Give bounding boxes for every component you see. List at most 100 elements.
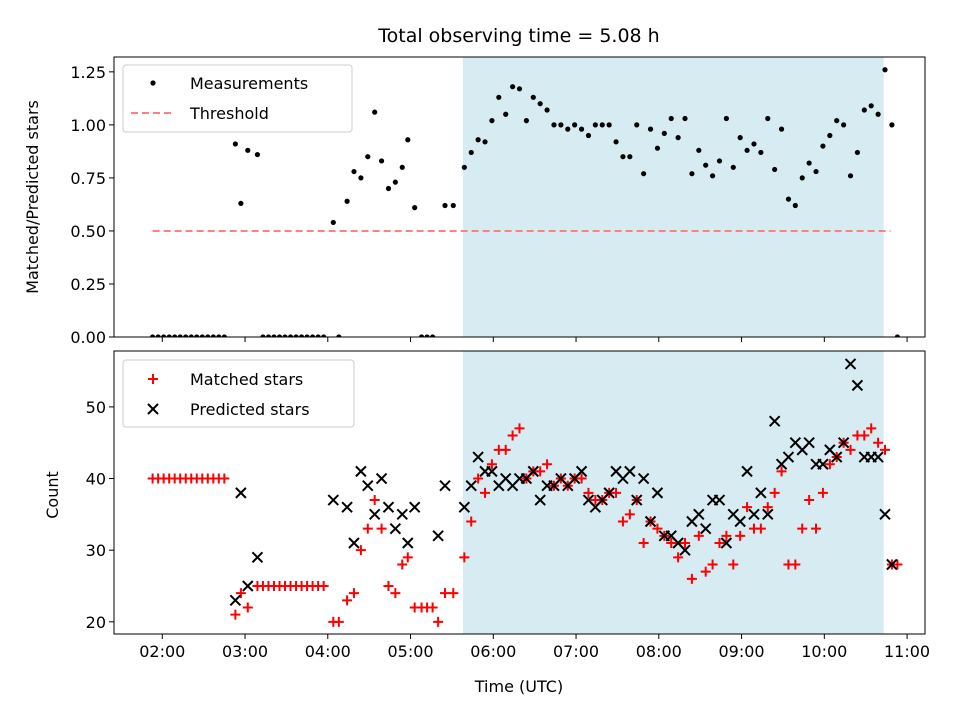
predicted-point	[624, 465, 636, 478]
matched-point	[219, 473, 230, 484]
measurement-point	[442, 202, 448, 209]
measurement-point	[265, 334, 272, 337]
matched-point	[700, 566, 711, 577]
measurement-point	[544, 107, 550, 113]
measurement-point	[461, 164, 467, 170]
measurement-point	[827, 132, 833, 139]
predicted-point	[713, 494, 726, 506]
matched-point	[804, 495, 815, 506]
measurement-point	[510, 84, 516, 90]
measurement-point	[232, 141, 238, 147]
legend-matched-marker	[148, 374, 158, 384]
matched-point	[402, 552, 413, 563]
measurement-point	[238, 200, 244, 206]
matched-point	[707, 559, 718, 570]
matched-point	[762, 502, 773, 513]
matched-point	[811, 523, 822, 534]
matched-point	[473, 473, 484, 484]
top-y-tick-label-0: 0.00	[70, 328, 106, 347]
predicted-point	[362, 479, 374, 492]
matched-point	[728, 559, 739, 570]
measurement-point	[737, 135, 743, 141]
matched-point	[686, 573, 697, 584]
predicted-point	[748, 508, 760, 521]
measurement-point	[412, 205, 418, 211]
x-tick-label-9: 11:00	[884, 642, 930, 661]
predicted-point	[720, 537, 733, 549]
predicted-point	[631, 494, 643, 506]
predicted-point	[458, 501, 471, 513]
measurement-point	[578, 126, 585, 132]
predicted-point	[486, 465, 498, 478]
predicted-point	[382, 501, 395, 513]
matched-point	[624, 509, 635, 520]
top-y-tick-label-4: 1.00	[70, 116, 106, 135]
predicted-point	[651, 487, 664, 499]
matched-point	[459, 552, 470, 563]
measurement-point	[668, 115, 674, 122]
measurement-point	[336, 334, 342, 337]
predicted-point	[844, 358, 857, 370]
measurement-point	[315, 334, 321, 337]
matched-point	[480, 487, 491, 498]
matched-point	[514, 423, 525, 434]
bottom-y-axis-label: Count	[43, 471, 62, 519]
matched-point	[486, 459, 497, 470]
predicted-point	[879, 508, 891, 521]
measurement-point	[475, 137, 481, 143]
predicted-point	[368, 508, 381, 521]
legend-measurements-label: Measurements	[190, 74, 308, 93]
measurement-point	[496, 94, 502, 100]
x-tick-label-7: 09:00	[719, 642, 765, 661]
top-legend: Measurements Threshold	[122, 64, 353, 133]
measurement-point	[613, 139, 619, 145]
bottom-y-tick-label-3: 50	[86, 398, 106, 417]
top-y-tick-label-5: 1.25	[70, 63, 106, 82]
matched-point	[542, 459, 553, 470]
matched-point	[318, 580, 329, 591]
measurement-point	[682, 115, 688, 122]
measurement-point	[489, 118, 495, 124]
measurement-point	[503, 111, 509, 117]
measurement-point	[293, 334, 299, 337]
measurement-point	[166, 334, 172, 337]
measurement-point	[385, 185, 392, 192]
measurement-point	[254, 151, 261, 158]
matched-point	[652, 523, 663, 534]
measurement-point	[155, 334, 161, 337]
predicted-point	[396, 508, 408, 521]
matched-point	[666, 538, 677, 549]
matched-point	[397, 559, 408, 570]
top-y-tick-label-1: 0.25	[70, 275, 106, 294]
predicted-point	[251, 551, 264, 564]
measurement-point	[765, 115, 771, 122]
top-axes-frame	[113, 56, 926, 338]
matched-point	[583, 487, 594, 498]
measurements-series	[150, 67, 901, 337]
measurement-point	[530, 94, 536, 100]
predicted-point	[755, 487, 767, 499]
measurement-point	[696, 147, 702, 153]
legend-measurements-marker	[150, 80, 156, 86]
matched-point	[242, 602, 253, 613]
measurement-point	[894, 334, 901, 337]
measurement-point	[321, 334, 327, 337]
measurement-point	[834, 118, 840, 124]
measurement-point	[161, 334, 167, 337]
matched-point	[742, 502, 753, 513]
measurement-point	[188, 334, 194, 337]
measurement-point	[806, 160, 812, 166]
measurement-point	[820, 143, 826, 149]
matched-point	[369, 495, 380, 506]
predicted-point	[837, 436, 850, 449]
top-y-tick-label-2: 0.50	[70, 222, 106, 241]
predicted-point	[886, 558, 898, 571]
measurement-point	[627, 154, 633, 160]
measurement-point	[772, 166, 778, 173]
measurement-point	[861, 107, 867, 113]
bottom-y-tick-label-1: 30	[86, 541, 106, 560]
matched-point	[673, 552, 684, 563]
measurement-point	[310, 334, 316, 337]
matched-point	[355, 545, 366, 556]
predicted-point	[644, 515, 657, 528]
